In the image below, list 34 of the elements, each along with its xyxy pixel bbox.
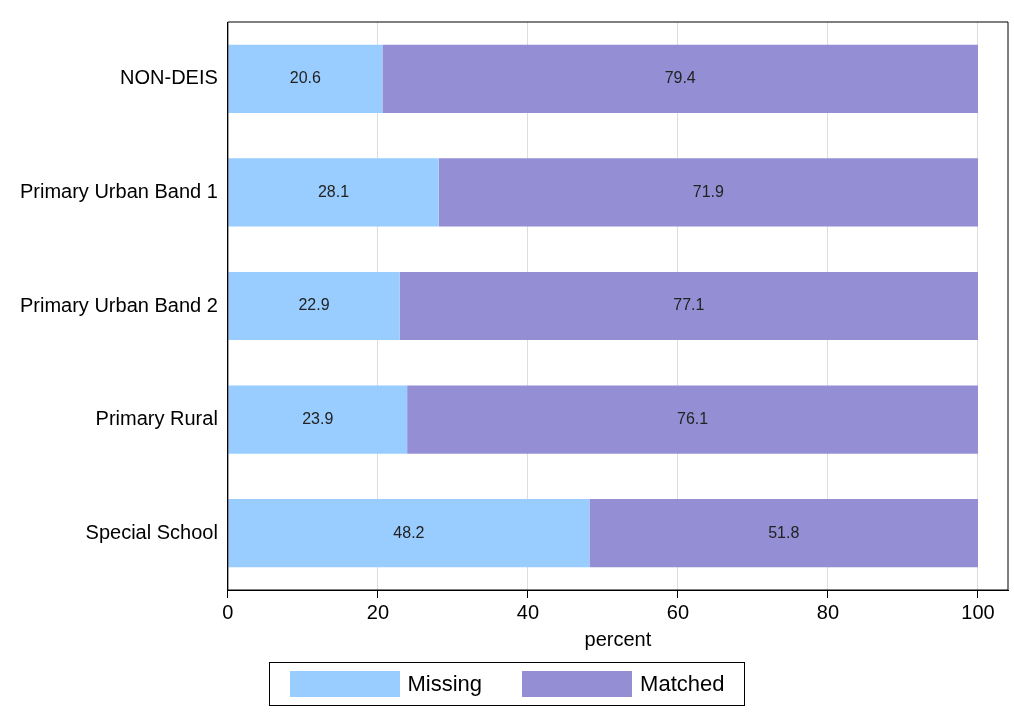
bar [382,44,978,113]
bar [228,158,439,227]
data-label: 23.9 [302,410,334,428]
bar [407,385,978,454]
bar [438,158,978,227]
data-label: 51.8 [768,523,800,541]
bar [228,44,383,113]
x-tick-label: 60 [666,600,690,623]
y-tick-label: Primary Urban Band 2 [19,293,218,316]
data-label: 76.1 [677,410,709,428]
y-tick-label: Primary Rural [95,407,218,430]
legend-label: Matched [640,671,725,697]
data-label: 28.1 [317,182,350,200]
x-tick-label: 40 [516,600,540,623]
x-tick-label: 20 [366,600,390,623]
x-axis-title: percent [584,627,652,650]
data-label: 22.9 [298,296,330,314]
y-tick-label: Primary Urban Band 1 [19,179,218,202]
y-tick-label: Special School [85,520,218,543]
data-label: 20.6 [289,69,322,87]
x-tick-label: 100 [961,600,995,623]
bar [228,271,400,341]
y-tick-label: NON-DEIS [120,66,218,89]
x-tick-label: 0 [222,600,234,623]
data-label: 79.4 [664,69,696,87]
data-label: 48.2 [393,523,425,541]
data-label: 77.1 [673,296,705,314]
bar [399,271,978,341]
bar [589,499,978,568]
bar [228,385,408,454]
data-label: 71.9 [692,182,724,200]
x-tick-label: 80 [816,600,840,623]
bar [228,499,590,568]
legend-label: Missing [407,671,483,697]
